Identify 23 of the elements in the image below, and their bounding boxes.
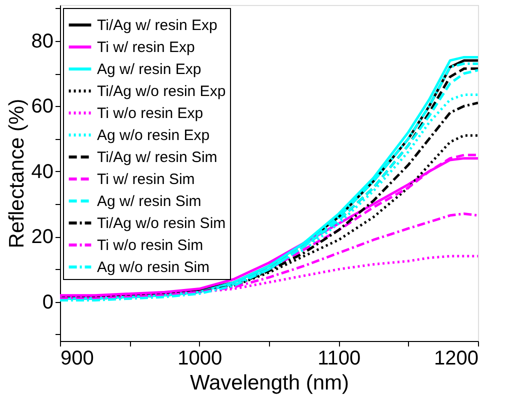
y-tick-label: 80	[31, 30, 54, 52]
legend-label: Ti w/ resin Exp	[97, 39, 195, 56]
legend-label: Ag w/o resin Exp	[97, 127, 210, 144]
legend-label: Ti w/o resin Exp	[97, 105, 204, 122]
x-tick-label: 1200	[434, 348, 478, 370]
x-tick-label: 1100	[318, 348, 361, 370]
legend-label: Ti/Ag w/o resin Sim	[97, 215, 226, 232]
legend-label: Ag w/o resin Sim	[97, 259, 210, 276]
y-tick-label: 40	[31, 160, 54, 183]
x-axis-title: Wavelength (nm)	[190, 372, 350, 394]
y-axis-title: Reflectance (%)	[5, 98, 28, 248]
legend-label: Ti/Ag w/o resin Exp	[97, 83, 226, 100]
y-tick-label: 60	[31, 96, 54, 118]
legend-label: Ag w/ resin Sim	[97, 193, 202, 210]
legend-label: Ti/Ag w/ resin Exp	[97, 17, 218, 34]
x-tick-label: 1000	[178, 348, 222, 370]
y-tick-label: 0	[42, 291, 54, 314]
legend-label: Ti/Ag w/ resin Sim	[97, 149, 218, 166]
legend-label: Ti w/o resin Sim	[97, 237, 204, 254]
legend-label: Ag w/ resin Exp	[97, 61, 202, 78]
legend-label: Ti w/ resin Sim	[97, 171, 195, 188]
y-tick-label: 20	[31, 226, 54, 248]
x-tick-label: 900	[60, 348, 94, 370]
